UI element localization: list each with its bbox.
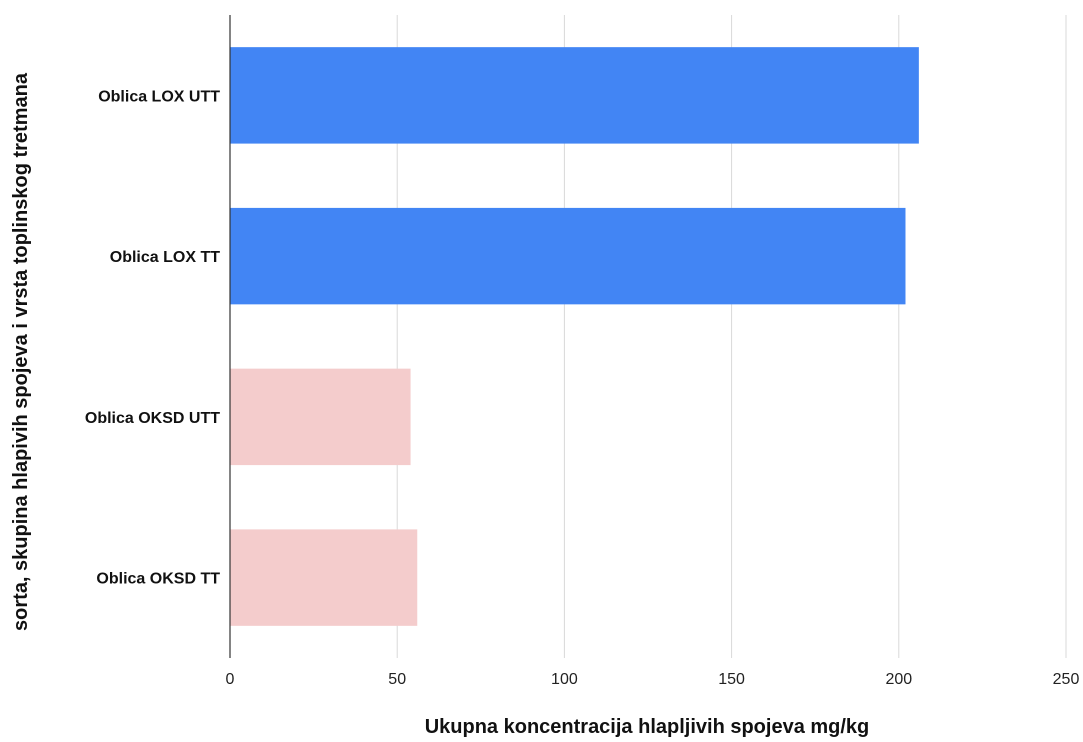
- x-axis-title: Ukupna koncentracija hlapljivih spojeva …: [425, 716, 870, 738]
- category-label: Oblica LOX TT: [110, 249, 220, 266]
- bar: [230, 368, 411, 466]
- bar: [230, 529, 418, 626]
- x-tick-labels: 0 50 100 150 200 250: [226, 671, 1080, 688]
- x-tick-label: 250: [1053, 671, 1080, 688]
- y-axis-title: sorta, skupina hlapivih spojeva i vrsta …: [10, 72, 32, 631]
- category-labels: Oblica LOX UTT Oblica LOX TT Oblica OKSD U…: [85, 88, 220, 587]
- bar: [230, 47, 919, 144]
- x-tick-label: 50: [388, 671, 406, 688]
- bars: [230, 47, 919, 626]
- bar: [230, 207, 906, 305]
- category-label: Oblica OKSD TT: [96, 571, 220, 588]
- x-tick-label: 0: [226, 671, 235, 688]
- category-label: Oblica OKSD UTT: [85, 410, 220, 427]
- x-tick-label: 100: [551, 671, 578, 688]
- x-tick-label: 200: [885, 671, 912, 688]
- category-label: Oblica LOX UTT: [98, 88, 220, 105]
- x-tick-label: 150: [718, 671, 745, 688]
